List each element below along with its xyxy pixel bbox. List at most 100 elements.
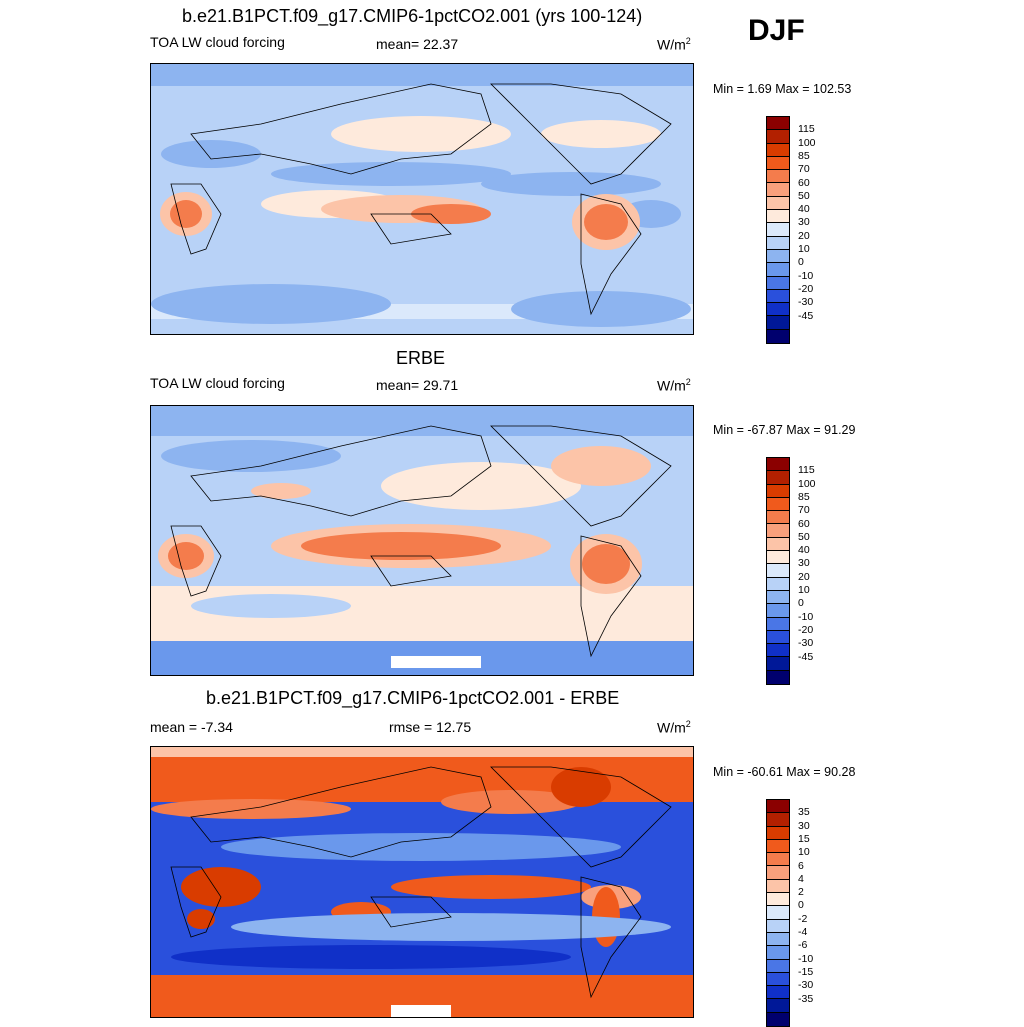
colorbar-swatch bbox=[767, 263, 789, 277]
panel-1-variable-label: TOA LW cloud forcing bbox=[150, 34, 285, 50]
colorbar-swatch bbox=[767, 630, 789, 645]
colorbar-tick-label: 6 bbox=[798, 859, 804, 872]
colorbar-tick-label: 50 bbox=[798, 189, 810, 202]
colorbar-swatch bbox=[767, 893, 789, 907]
colorbar-swatch bbox=[767, 999, 789, 1013]
colorbar-swatches bbox=[766, 799, 790, 1027]
panel-1-mean: mean= 22.37 bbox=[376, 36, 459, 52]
colorbar-tick-label: 30 bbox=[798, 819, 810, 832]
colorbar-tick-label: 100 bbox=[798, 477, 816, 490]
colorbar-tick-label: 100 bbox=[798, 136, 816, 149]
colorbar-swatches bbox=[766, 457, 790, 686]
colorbar-swatch bbox=[767, 236, 789, 250]
colorbar-swatch bbox=[767, 329, 789, 344]
colorbar-tick-label: 40 bbox=[798, 203, 810, 216]
colorbar-swatch bbox=[767, 303, 789, 317]
colorbar-swatch bbox=[767, 959, 789, 973]
colorbar-swatch bbox=[767, 484, 789, 498]
colorbar-tick-label: -15 bbox=[798, 965, 814, 978]
panel-3-map bbox=[150, 746, 694, 1018]
colorbar-swatch bbox=[767, 826, 789, 840]
colorbar-tick-label: 10 bbox=[798, 584, 810, 596]
colorbar-swatch bbox=[767, 471, 789, 485]
colorbar-swatch bbox=[767, 537, 789, 552]
colorbar-swatch bbox=[767, 156, 789, 171]
panel-3-rmse: rmse = 12.75 bbox=[389, 719, 472, 735]
colorbar-tick-label: -45 bbox=[798, 650, 814, 663]
colorbar-swatch bbox=[767, 117, 789, 131]
colorbar-swatch bbox=[767, 511, 789, 525]
colorbar-swatch bbox=[767, 617, 789, 631]
colorbar-swatch bbox=[767, 644, 789, 658]
colorbar-swatch bbox=[767, 210, 789, 224]
season-label: DJF bbox=[748, 14, 805, 47]
panel-2-mean: mean= 29.71 bbox=[376, 377, 459, 393]
panel-1-map bbox=[150, 63, 694, 335]
colorbar-tick-label: -10 bbox=[798, 952, 814, 965]
colorbar-tick-label: -30 bbox=[798, 296, 814, 309]
panel-1-colorbar: 115 100 85 70 60 50 40 30 20 10 0 -10 -20 -30 -45 bbox=[766, 116, 816, 345]
colorbar-tick-label: 0 bbox=[798, 899, 804, 912]
colorbar-tick-label: 40 bbox=[798, 544, 810, 557]
colorbar-swatch bbox=[767, 839, 789, 854]
colorbar-swatch bbox=[767, 170, 789, 184]
colorbar-tick-label: 0 bbox=[798, 256, 804, 269]
colorbar-swatch bbox=[767, 564, 789, 578]
colorbar-tick-label: 60 bbox=[798, 517, 810, 530]
panel-2-minmax: Min = -67.87 Max = 91.29 bbox=[713, 423, 856, 437]
panel-3-title: b.e21.B1PCT.f09_g17.CMIP6-1pctCO2.001 - … bbox=[206, 688, 620, 708]
colorbar-tick-label: 60 bbox=[798, 176, 810, 189]
colorbar-swatch bbox=[767, 972, 789, 987]
colorbar-tick-label: -2 bbox=[798, 912, 808, 925]
colorbar-swatch bbox=[767, 986, 789, 1000]
colorbar-tick-label: -4 bbox=[798, 926, 808, 938]
panel-2-colorbar: 115 100 85 70 60 50 40 30 20 10 0 -10 -20 -30 -45 bbox=[766, 457, 816, 686]
colorbar-swatch bbox=[767, 1012, 789, 1027]
panel-2-title: ERBE bbox=[396, 348, 446, 368]
colorbar-tick-label: 50 bbox=[798, 530, 810, 543]
colorbar-swatch bbox=[767, 249, 789, 264]
colorbar-swatch bbox=[767, 196, 789, 211]
colorbar-swatch bbox=[767, 906, 789, 920]
colorbar-tick-label: 30 bbox=[798, 557, 810, 570]
colorbar-swatch bbox=[767, 932, 789, 947]
colorbar-tick-label: 2 bbox=[798, 886, 804, 899]
colorbar-tick-label: 115 bbox=[798, 464, 815, 477]
panel-3-colorbar: 35 30 15 10 6 4 2 0 -2 -4 -6 -10 -15 -30 -35 bbox=[766, 799, 813, 1027]
panel-3-units: W/m2 bbox=[657, 719, 691, 736]
colorbar-tick-label: -20 bbox=[798, 623, 814, 636]
colorbar-swatch bbox=[767, 800, 789, 814]
colorbar-swatch bbox=[767, 670, 789, 685]
colorbar-swatch bbox=[767, 551, 789, 565]
colorbar-swatch bbox=[767, 183, 789, 197]
colorbar-tick-label: 85 bbox=[798, 490, 810, 503]
colorbar-swatch bbox=[767, 813, 789, 827]
panel-3-mean: mean = -7.34 bbox=[150, 719, 233, 735]
colorbar-swatch bbox=[767, 316, 789, 330]
colorbar-swatch bbox=[767, 497, 789, 512]
panel-2-units: W/m2 bbox=[657, 377, 691, 394]
colorbar-tick-label: 85 bbox=[798, 149, 810, 162]
colorbar-swatch bbox=[767, 276, 789, 290]
colorbar-tick-label: 4 bbox=[798, 872, 804, 885]
colorbar-tick-label: 10 bbox=[798, 846, 810, 859]
colorbar-tick-label: -10 bbox=[798, 269, 814, 282]
panel-3-minmax: Min = -60.61 Max = 90.28 bbox=[713, 765, 856, 779]
colorbar-swatch bbox=[767, 604, 789, 618]
panel-1-minmax: Min = 1.69 Max = 102.53 bbox=[713, 82, 852, 96]
colorbar-tick-label: -10 bbox=[798, 610, 814, 623]
colorbar-tick-label: -30 bbox=[798, 979, 814, 992]
colorbar-swatch bbox=[767, 289, 789, 304]
panel-2-map bbox=[150, 405, 694, 676]
colorbar-swatch bbox=[767, 919, 789, 933]
colorbar-swatch bbox=[767, 458, 789, 472]
colorbar-tick-label: 70 bbox=[798, 163, 810, 176]
colorbar-tick-label: -45 bbox=[798, 309, 814, 322]
colorbar-tick-label: 0 bbox=[798, 597, 804, 610]
colorbar-tick-label: 15 bbox=[798, 832, 810, 845]
colorbar-swatch bbox=[767, 879, 789, 894]
colorbar-swatch bbox=[767, 130, 789, 144]
colorbar-tick-label: -6 bbox=[798, 939, 808, 952]
colorbar-tick-label: 30 bbox=[798, 216, 810, 229]
panel-2-variable-label: TOA LW cloud forcing bbox=[150, 375, 285, 391]
